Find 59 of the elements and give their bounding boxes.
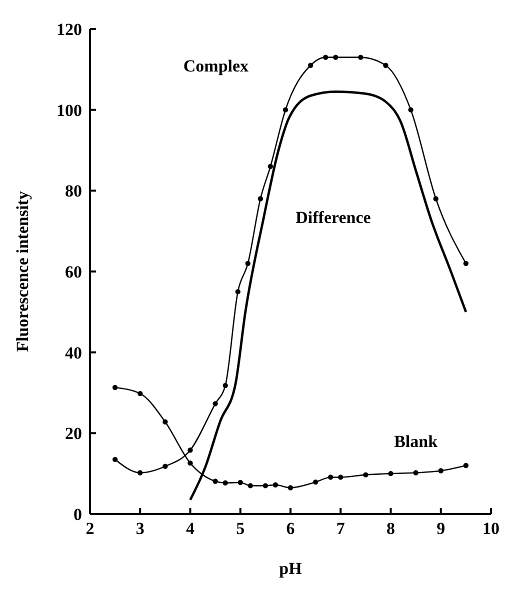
point bbox=[438, 468, 444, 474]
x-tick-label: 3 bbox=[136, 519, 144, 538]
point bbox=[162, 464, 168, 469]
y-tick-label: 20 bbox=[65, 424, 82, 444]
x-tick-label: 5 bbox=[236, 519, 245, 538]
point bbox=[358, 54, 364, 60]
point bbox=[433, 196, 438, 202]
y-tick-label: 80 bbox=[65, 182, 82, 201]
point bbox=[188, 460, 193, 466]
point bbox=[245, 260, 250, 266]
point bbox=[322, 54, 328, 60]
point bbox=[235, 289, 240, 294]
point bbox=[162, 419, 168, 424]
point bbox=[222, 480, 228, 486]
point bbox=[262, 483, 268, 488]
y-tick-label: 60 bbox=[65, 262, 82, 282]
point bbox=[112, 384, 118, 390]
point bbox=[328, 474, 334, 480]
point bbox=[138, 470, 143, 476]
x-tick-label: 10 bbox=[482, 519, 500, 538]
series-label: Difference bbox=[296, 208, 372, 227]
x-tick-label: 2 bbox=[86, 519, 94, 538]
point bbox=[463, 260, 469, 266]
point bbox=[212, 478, 218, 484]
point bbox=[408, 107, 414, 112]
point bbox=[312, 479, 318, 485]
text: Complex bbox=[183, 56, 250, 76]
point bbox=[212, 401, 218, 406]
point bbox=[363, 472, 368, 478]
point bbox=[413, 470, 418, 476]
point bbox=[238, 480, 243, 486]
point bbox=[333, 54, 338, 60]
y-tick-label: 0 bbox=[74, 505, 82, 524]
series-label: Blank bbox=[394, 432, 438, 451]
point bbox=[338, 474, 344, 480]
point bbox=[138, 390, 143, 396]
point bbox=[463, 462, 469, 468]
y-axis-title: Fluorescence intensity bbox=[13, 190, 32, 352]
point bbox=[383, 62, 388, 68]
point bbox=[308, 62, 314, 68]
point bbox=[188, 448, 193, 453]
point bbox=[222, 382, 228, 388]
point bbox=[282, 107, 288, 112]
point bbox=[288, 485, 294, 490]
x-tick-label: 4 bbox=[186, 519, 195, 538]
x-axis-title: pH bbox=[279, 559, 302, 578]
point bbox=[268, 164, 274, 170]
point bbox=[258, 196, 264, 202]
point bbox=[112, 456, 118, 462]
y-tick-label: 100 bbox=[56, 100, 82, 120]
x-tick-label: 8 bbox=[386, 519, 395, 538]
point bbox=[272, 482, 278, 488]
point bbox=[248, 483, 253, 488]
y-tick-label: 120 bbox=[56, 20, 82, 40]
x-tick-label: 7 bbox=[336, 519, 346, 538]
point bbox=[388, 470, 394, 476]
y-tick-label: 40 bbox=[65, 343, 82, 362]
x-tick-label: 6 bbox=[286, 519, 295, 538]
x-tick-label: 9 bbox=[436, 519, 446, 538]
